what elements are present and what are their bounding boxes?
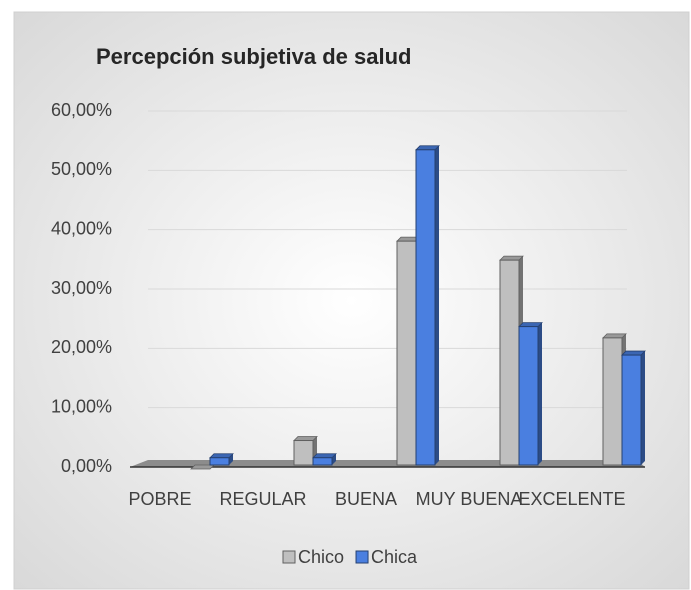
legend-label: Chico [298, 547, 344, 567]
bar [396, 240, 417, 466]
bar-top [621, 350, 646, 356]
x-tick-label: POBRE [128, 489, 191, 509]
x-tick-label: BUENA [335, 489, 397, 509]
bar-side [435, 145, 439, 465]
bar [518, 326, 539, 466]
bar [415, 149, 436, 466]
bar-top [293, 436, 318, 441]
legend-label: Chica [371, 547, 418, 567]
x-tick-label: EXCELENTE [518, 489, 625, 509]
bar [621, 354, 642, 466]
chart-area [13, 11, 690, 590]
chart-title: Percepción subjetiva de salud [96, 44, 411, 69]
bar-side [229, 453, 233, 465]
y-tick-label: 50,00% [51, 159, 112, 179]
y-tick-label: 10,00% [51, 396, 112, 416]
bar [602, 337, 623, 466]
bar [209, 457, 230, 466]
bar [293, 440, 314, 466]
y-tick-label: 20,00% [51, 337, 112, 357]
bar [499, 259, 520, 466]
x-tick-label: REGULAR [219, 489, 306, 509]
bar-top [602, 333, 627, 339]
bar [312, 457, 333, 466]
bar-top [499, 255, 524, 261]
legend-swatch [355, 550, 369, 564]
bar-top [209, 453, 234, 459]
legend-swatch [282, 550, 296, 564]
y-tick-label: 0,00% [61, 456, 112, 476]
bar-top [518, 322, 543, 328]
y-tick-label: 60,00% [51, 100, 112, 120]
bar-top [415, 145, 440, 151]
bar-side [332, 453, 336, 465]
y-tick-label: 40,00% [51, 218, 112, 238]
bar-top [312, 453, 337, 459]
bar-side [538, 322, 542, 465]
bar-side [641, 351, 645, 465]
x-tick-label: MUY BUENA [416, 489, 523, 509]
y-tick-label: 30,00% [51, 278, 112, 298]
bar-top [190, 464, 215, 470]
